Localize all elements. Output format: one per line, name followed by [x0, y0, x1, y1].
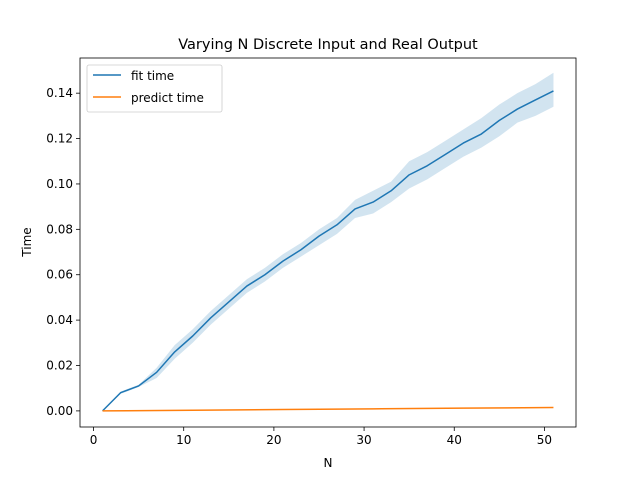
x-tick-label: 10: [176, 433, 191, 447]
y-axis-label: Time: [20, 227, 34, 257]
y-tick-label: 0.12: [46, 132, 73, 146]
y-tick-label: 0.10: [46, 177, 73, 191]
line-predict-time: [102, 406, 554, 412]
y-tick-label: 0.04: [46, 313, 73, 327]
x-tick-label: 0: [90, 433, 98, 447]
series-lines: [102, 90, 554, 412]
y-axis-ticks: 0.00 0.02 0.04 0.06 0.08 0.10 0.12 0.14: [46, 86, 80, 418]
y-tick-label: 0.02: [46, 359, 73, 373]
legend-box: [86, 64, 223, 113]
legend-label-predict-time: predict time: [131, 91, 204, 105]
y-tick-label: 0.00: [46, 404, 73, 418]
plot-area-frame: [79, 57, 577, 428]
x-axis-label: N: [324, 456, 333, 470]
chart-title: Varying N Discrete Input and Real Output: [178, 37, 478, 53]
line-fit-time: [102, 90, 554, 412]
x-tick-label: 30: [356, 433, 371, 447]
x-tick-label: 40: [447, 433, 462, 447]
x-axis-ticks: 0 10 20 30 40 50: [90, 427, 552, 447]
x-tick-label: 20: [266, 433, 281, 447]
y-tick-label: 0.14: [46, 86, 73, 100]
legend: fit time predict time: [86, 64, 223, 113]
y-tick-label: 0.06: [46, 268, 73, 282]
y-tick-label: 0.08: [46, 222, 73, 236]
legend-label-fit-time: fit time: [131, 69, 174, 83]
x-tick-label: 50: [537, 433, 552, 447]
